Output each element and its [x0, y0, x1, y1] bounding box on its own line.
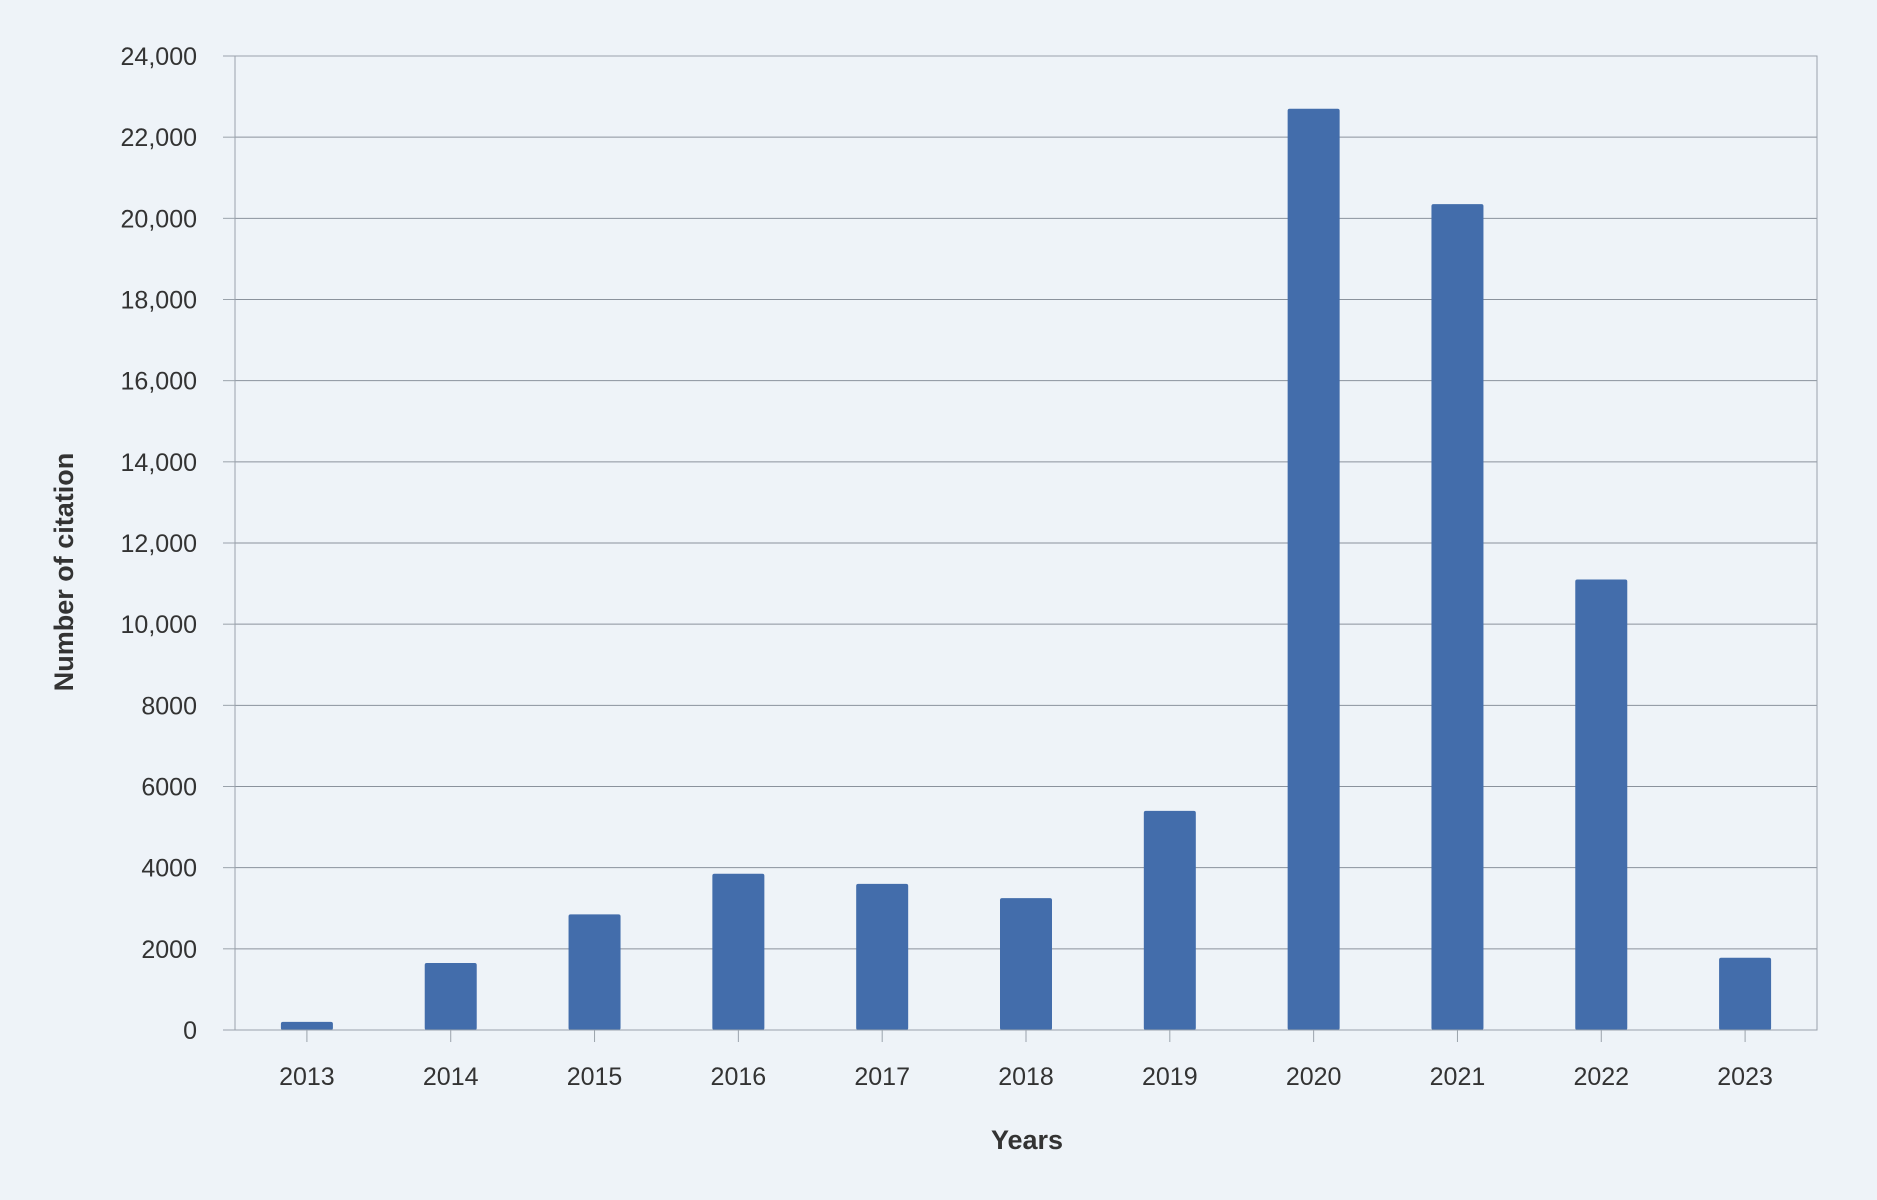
y-tick-label: 22,000 [121, 124, 197, 152]
x-tick-label: 2022 [1573, 1063, 1629, 1091]
bars [280, 108, 1772, 1031]
y-tick-label: 18,000 [121, 287, 197, 315]
y-tick-label: 20,000 [121, 205, 197, 233]
x-tick-label: 2021 [1430, 1063, 1486, 1091]
x-tick-label: 2020 [1286, 1063, 1342, 1091]
y-tick-label: 4000 [141, 855, 197, 883]
bar-2017 [856, 883, 909, 1030]
bar-2022 [1575, 579, 1628, 1030]
bar-2019 [1143, 810, 1196, 1030]
bar-2015 [568, 914, 621, 1030]
plot-frame [234, 55, 1818, 1031]
y-tick-label: 24,000 [121, 43, 197, 71]
y-tick-label: 12,000 [121, 530, 197, 558]
y-tick-label: 2000 [141, 936, 197, 964]
x-tick-label: 2016 [711, 1063, 767, 1091]
axes [223, 55, 1818, 1042]
x-tick-label: 2013 [279, 1063, 335, 1091]
bar-2018 [1000, 898, 1052, 1030]
y-tick-label: 16,000 [121, 368, 197, 396]
bar-2014 [424, 963, 477, 1030]
x-tick-label: 2019 [1142, 1063, 1198, 1091]
bar-2013 [280, 1021, 333, 1030]
bar-2016 [712, 873, 765, 1030]
x-tick-label: 2014 [423, 1063, 479, 1091]
tick-labels: 0 2000 4000 6000 8000 10,000 12,000 14,000 16,00… [121, 43, 1773, 1091]
y-tick-label: 14,000 [121, 449, 197, 477]
y-tick-label: 8000 [141, 692, 197, 720]
bar-2021 [1431, 204, 1484, 1031]
y-axis-title: Number of citation [49, 453, 79, 692]
x-tick-label: 2018 [998, 1063, 1054, 1091]
x-axis-title: Years [991, 1125, 1063, 1155]
x-tick-label: 2023 [1717, 1063, 1773, 1091]
x-tick-label: 2015 [567, 1063, 623, 1091]
bar-2023 [1719, 957, 1772, 1030]
y-tick-label: 0 [183, 1017, 197, 1045]
y-tick-label: 10,000 [121, 611, 197, 639]
y-tick-label: 6000 [141, 774, 197, 802]
x-tick-label: 2017 [854, 1063, 910, 1091]
bar-2020 [1287, 108, 1340, 1031]
